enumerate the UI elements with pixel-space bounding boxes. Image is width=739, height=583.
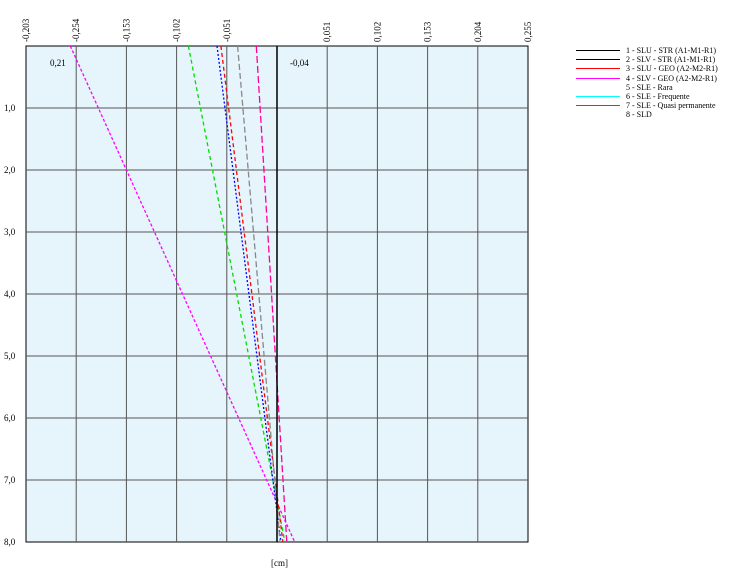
legend-swatch (576, 105, 620, 107)
x-tick-label: -0,203 (21, 18, 31, 42)
y-tick-label: 8,0 (4, 537, 16, 547)
legend-label: 8 - SLD (626, 110, 652, 120)
x-tick-label: -0,254 (71, 18, 81, 42)
x-tick-label: 0,153 (423, 21, 433, 42)
series-group (69, 45, 296, 543)
x-tick-label: 0,204 (473, 21, 483, 42)
y-tick-label: 1,0 (4, 103, 16, 113)
y-tick-label: 7,0 (4, 475, 16, 485)
legend-label: 3 - SLU - GEO (A2-M2-R1) (626, 64, 718, 74)
legend-item: 8 - SLD (576, 110, 736, 119)
x-tick-labels: -0,203 -0,254 -0,153 -0,102 -0,051 0,051 0,102… (21, 18, 533, 42)
y-tick-label: 5,0 (4, 351, 16, 361)
legend: 1 - SLU - STR (A1-M1-R1) 2 - SLV - STR (A… (576, 46, 736, 120)
x-axis-unit-label: [cm] (271, 558, 288, 568)
legend-item: 6 - SLE - Frequente (576, 92, 736, 101)
x-tick-label: -0,153 (121, 18, 131, 42)
x-tick-label: 0,255 (523, 21, 533, 42)
legend-item: 5 - SLE - Rara (576, 83, 736, 92)
legend-swatch (576, 114, 620, 116)
series-line (236, 45, 281, 543)
legend-swatch (576, 50, 620, 52)
y-tick-label: 3,0 (4, 227, 16, 237)
legend-item: 1 - SLU - STR (A1-M1-R1) (576, 46, 736, 55)
legend-swatch (576, 96, 620, 98)
x-tick-label: -0,051 (222, 19, 232, 42)
legend-label: 1 - SLU - STR (A1-M1-R1) (626, 46, 716, 56)
legend-label: 6 - SLE - Frequente (626, 92, 690, 102)
series-line (216, 45, 282, 543)
x-tick-label: -0,102 (172, 19, 182, 42)
legend-label: 2 - SLV - STR (A1-M1-R1) (626, 55, 716, 65)
top-center-annotation: -0,04 (290, 58, 309, 68)
top-left-annotation: 0,21 (50, 58, 66, 68)
series-line (187, 45, 286, 543)
legend-label: 7 - SLE - Quasi permanente (626, 101, 716, 111)
legend-swatch (576, 68, 620, 70)
legend-swatch (576, 86, 620, 88)
legend-item: 7 - SLE - Quasi permanente (576, 101, 736, 110)
series-line (255, 45, 288, 543)
legend-swatch (576, 59, 620, 61)
legend-item: 2 - SLV - STR (A1-M1-R1) (576, 55, 736, 64)
y-tick-label: 6,0 (4, 413, 16, 423)
y-tick-label: 4,0 (4, 289, 16, 299)
x-tick-label: 0,102 (372, 22, 382, 42)
y-tick-labels: 1,0 2,0 3,0 4,0 5,0 6,0 7,0 8,0 (4, 103, 16, 547)
legend-item: 3 - SLU - GEO (A2-M2-R1) (576, 64, 736, 73)
legend-label: 4 - SLV - GEO (A2-M2-R1) (626, 73, 717, 83)
legend-label: 5 - SLE - Rara (626, 82, 673, 92)
x-tick-label: 0,051 (322, 22, 332, 42)
y-tick-label: 2,0 (4, 165, 16, 175)
legend-swatch (576, 77, 620, 79)
series-line (69, 45, 296, 543)
legend-item: 4 - SLV - GEO (A2-M2-R1) (576, 74, 736, 83)
